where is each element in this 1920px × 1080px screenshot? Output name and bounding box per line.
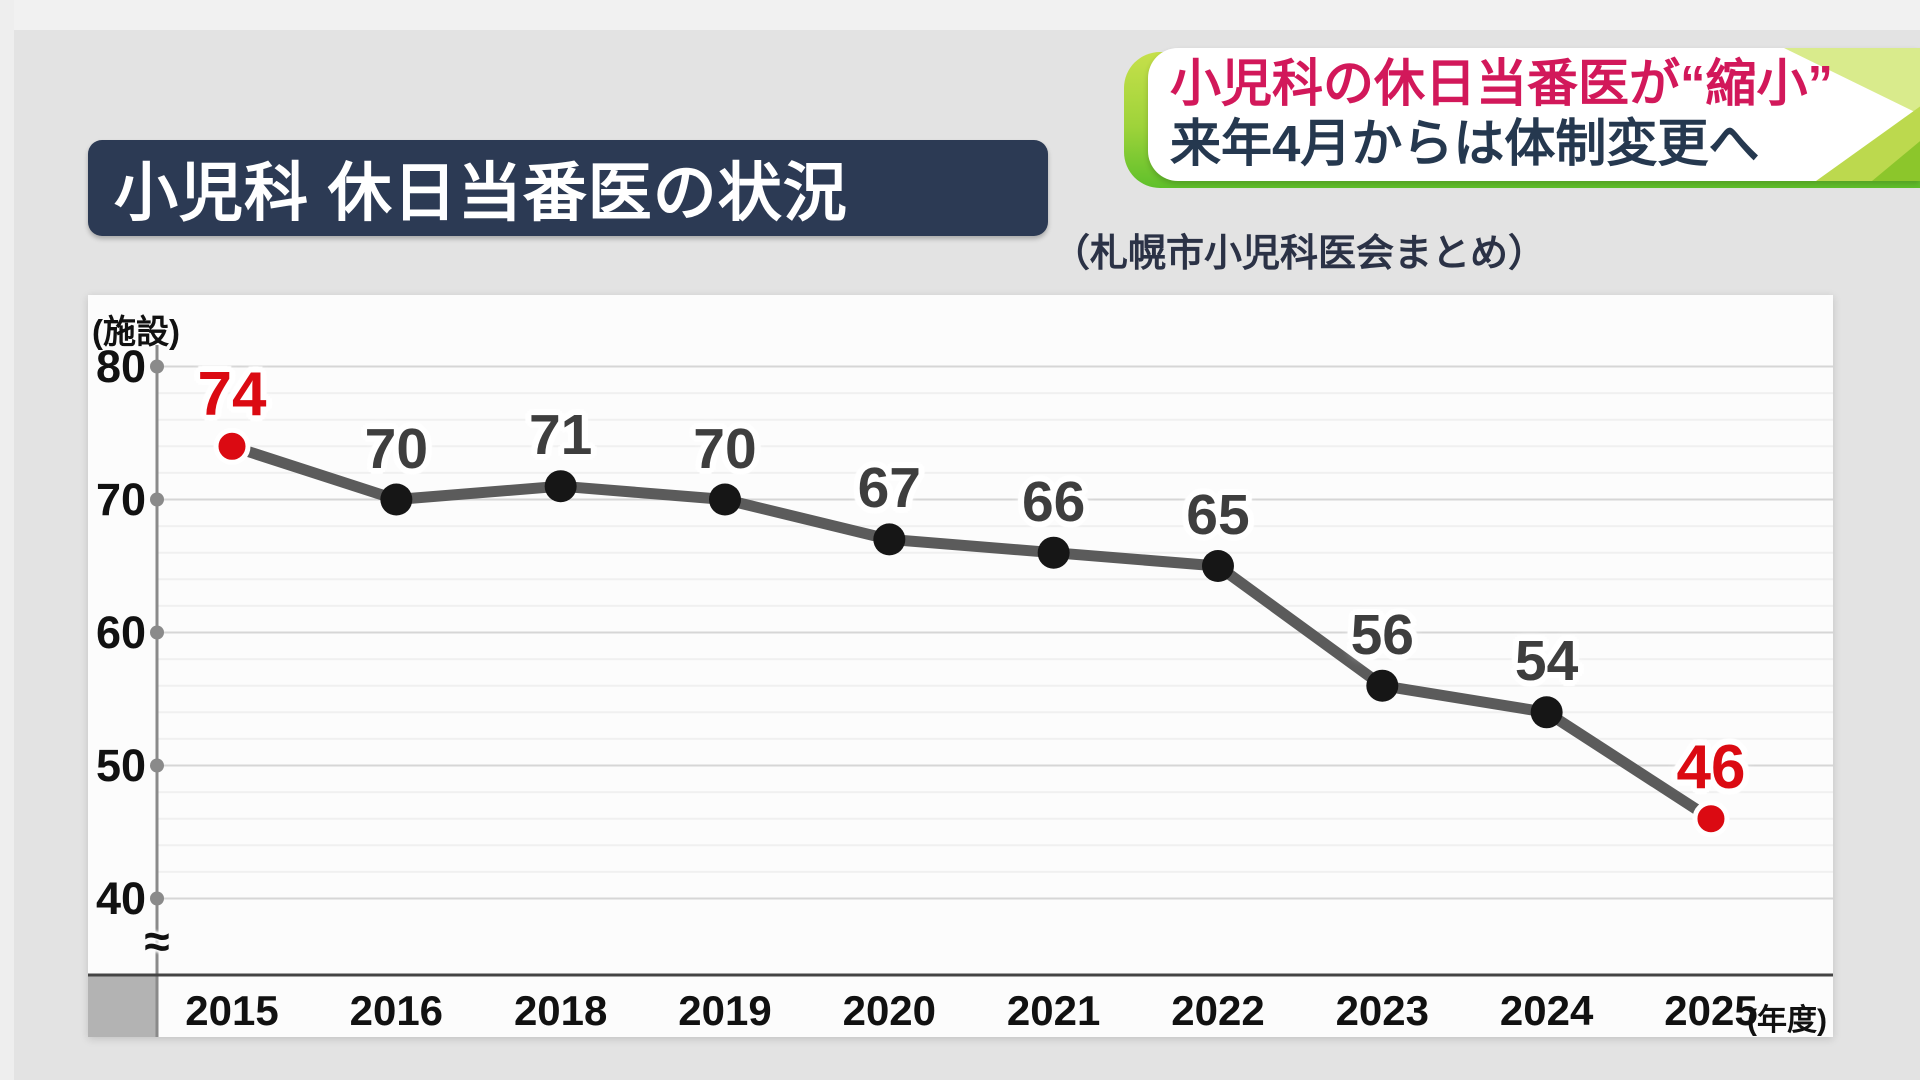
x-tick-label-2020: 2020 [842,987,937,1034]
x-tick-label-2023: 2023 [1335,987,1430,1034]
data-point [1530,696,1563,729]
data-point [1037,536,1070,569]
y-tick-label: 80 [95,340,146,392]
data-point [544,470,577,503]
y-tick-dot [150,625,164,640]
value-label-2025: 46 [1676,732,1746,802]
x-axis-unit-label: (年度) [1747,1004,1827,1037]
y-tick-dot [150,359,164,374]
chart-source-note: （札幌市小児科医会まとめ） [1052,233,1547,275]
y-tick-label: 60 [95,606,146,658]
value-label-2021: 66 [1021,469,1086,534]
y-tick-label: 40 [95,872,146,924]
screen-top-strip [0,0,1920,30]
y-tick-dot [150,492,164,507]
x-tick-label-2015: 2015 [185,987,279,1034]
chart-panel: (施設) 80 70 60 50 40 2015 2016 2018 2019 2020 2021 2… [88,295,1833,1037]
data-point-highlighted [1692,800,1730,838]
x-tick-label-2016: 2016 [349,987,444,1034]
headline-banner: 小児科の休日当番医が“縮小” 来年4月からは体制変更へ [1124,48,1920,188]
x-tick-label-2021: 2021 [1006,987,1101,1034]
x-tick-label-2025: 2025 [1664,987,1758,1034]
value-label-2024: 54 [1514,629,1579,694]
value-label-2018: 71 [528,403,593,468]
y-tick-dot [150,891,164,906]
chart-title-bar: 小児科 休日当番医の状況 [88,140,1048,236]
data-point [1366,669,1399,702]
axis-corner-box [88,975,157,1037]
line-chart-canvas [88,345,1833,1037]
y-tick-dot [150,758,164,773]
x-tick-label-2024: 2024 [1499,987,1594,1034]
chart-title: 小児科 休日当番医の状況 [114,157,848,229]
screen-left-strip [0,0,14,1080]
value-label-2023: 56 [1350,602,1414,667]
data-point [380,483,413,516]
banner-text: 小児科の休日当番医が“縮小” 来年4月からは体制変更へ [1170,54,1833,174]
value-label-2016: 70 [364,416,429,481]
banner-headline-line2: 来年4月からは体制変更へ [1170,115,1760,172]
data-point-highlighted [213,427,251,465]
value-label-2019: 70 [693,416,757,481]
y-tick-label: 70 [95,473,146,525]
x-tick-label-2022: 2022 [1171,987,1265,1034]
y-axis-unit-label: (施設) [92,313,180,350]
y-tick-label: 50 [95,739,146,791]
x-tick-label-2019: 2019 [678,987,772,1034]
value-label-2022: 65 [1186,483,1250,547]
banner-headline-line1: 小児科の休日当番医が“縮小” [1170,55,1834,112]
value-label-2015: 74 [197,360,267,430]
banner-corner-decoration [1720,48,1920,181]
x-tick-label-2018: 2018 [513,987,608,1034]
banner-body: 小児科の休日当番医が“縮小” 来年4月からは体制変更へ [1148,48,1920,181]
value-label-2020: 67 [857,456,922,521]
data-line [226,440,1717,825]
data-point [1201,550,1234,582]
data-point [708,483,741,516]
data-point [873,523,906,556]
y-axis-break-symbol: ≈ [144,915,170,967]
